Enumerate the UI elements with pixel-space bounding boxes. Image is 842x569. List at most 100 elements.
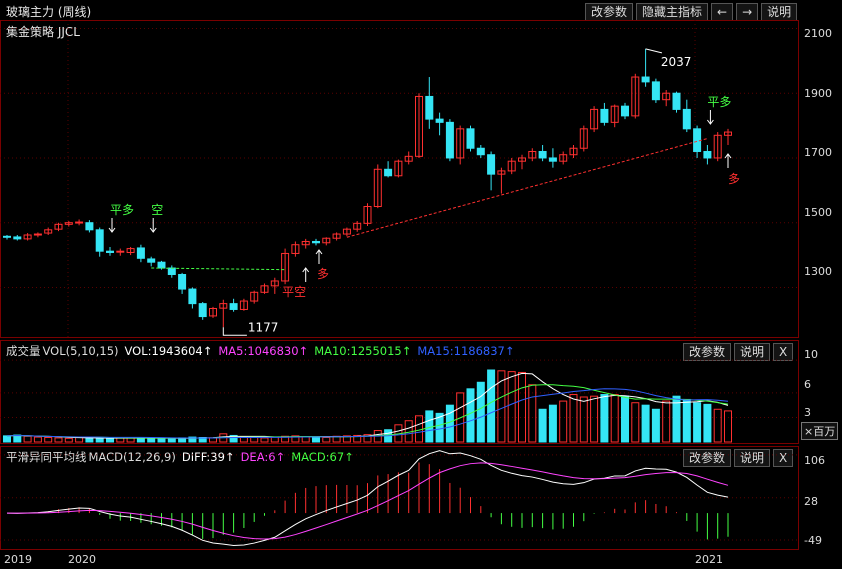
volume-bar [610, 394, 619, 443]
volume-bar [322, 437, 331, 443]
candle-body [106, 250, 114, 253]
signal-label: 平多 [707, 95, 731, 109]
macd-diff: DIFF:39↑ [181, 450, 235, 464]
main-toolbar: 改参数 隐藏主指标 ← → 说明 [585, 3, 798, 21]
macd-dea-line [6, 462, 729, 540]
macd-close-icon[interactable]: X [773, 449, 794, 467]
volume-bar [713, 408, 722, 443]
volume-bar [631, 402, 640, 443]
candle-body [136, 247, 145, 259]
candle-body [579, 128, 588, 149]
candle-body [75, 221, 84, 224]
volume-chart[interactable] [0, 340, 800, 444]
candle-body [54, 223, 63, 230]
candle-body [425, 95, 434, 120]
candle-body [239, 300, 248, 310]
volume-bar [188, 436, 197, 443]
volume-title: 成交量 [6, 344, 41, 358]
volume-bar [260, 437, 269, 443]
volume-bar [64, 437, 73, 443]
candle-body [33, 233, 42, 236]
candle-body [487, 154, 496, 175]
volume-bar [682, 398, 691, 443]
candle-body [466, 128, 475, 149]
volume-bar [548, 404, 557, 443]
volume-label: VOL(5,10,15) [42, 344, 119, 358]
price-tick: 1900 [804, 87, 832, 100]
candle-body [250, 291, 259, 302]
candle-body [126, 248, 135, 253]
volume-ma15: MA15:1186837↑ [417, 344, 515, 358]
candle-body [85, 222, 94, 231]
signal-arrow-head [707, 119, 714, 125]
candle-body [3, 235, 11, 238]
volume-bar [693, 402, 702, 443]
hide-main-indicator-button[interactable]: 隐藏主指标 [636, 3, 709, 21]
candle-body [44, 229, 53, 234]
signal-label: 多 [728, 172, 740, 186]
candle-body [713, 134, 722, 159]
candle-body [270, 280, 279, 287]
candle-body [322, 237, 331, 244]
volume-bar [147, 437, 156, 443]
candle-body [116, 250, 125, 253]
volume-bar [435, 412, 444, 443]
candle-body [538, 150, 547, 159]
candle-body [631, 76, 640, 117]
volume-bar [342, 435, 351, 443]
candle-body [621, 105, 629, 117]
candle-body [353, 222, 362, 230]
macd-diff-line [6, 450, 729, 546]
volume-toolbar: 改参数 说明 X [683, 343, 794, 361]
volume-bar [590, 395, 599, 443]
volume-value: VOL:1943604↑ [124, 344, 213, 358]
volume-bar [487, 369, 496, 443]
candle-body [404, 155, 413, 162]
volume-tick: 10 [804, 348, 818, 361]
volume-tick: 3 [804, 406, 811, 419]
candle-body [476, 147, 485, 156]
x-tick: 2021 [695, 553, 723, 566]
volume-bar [600, 394, 609, 443]
volume-bar [559, 400, 568, 443]
candle-body [157, 261, 166, 269]
volume-bar [507, 371, 516, 443]
candle-body [188, 288, 197, 305]
candle-body [209, 307, 217, 317]
candle-body [312, 240, 320, 244]
volume-bar [353, 434, 362, 443]
candle-body [301, 240, 310, 246]
macd-tick: 28 [804, 495, 818, 508]
volume-close-icon[interactable]: X [773, 343, 794, 361]
candle-body [456, 128, 465, 159]
macd-chart[interactable] [0, 446, 800, 550]
edit-params-button[interactable]: 改参数 [585, 3, 634, 21]
volume-bar [497, 370, 506, 443]
candle-body [610, 105, 619, 123]
candle-body [342, 228, 351, 235]
candle-body [384, 168, 393, 177]
macd-header: 平滑异同平均线 MACD(12,26,9) DIFF:39↑ DEA:6↑ MACD:6… [6, 449, 360, 465]
candle-body [291, 244, 300, 254]
candle-body [703, 150, 712, 159]
arrow-left-icon[interactable]: ← [711, 3, 734, 21]
volume-edit-params-button[interactable]: 改参数 [683, 343, 732, 361]
candle-body [600, 108, 609, 123]
signal-arrow-head [108, 227, 116, 233]
volume-bar [724, 410, 732, 443]
low-marker [222, 327, 247, 336]
macd-help-button[interactable]: 说明 [734, 449, 771, 467]
arrow-right-icon[interactable]: → [736, 3, 759, 21]
volume-bar [538, 408, 547, 443]
candle-body [724, 131, 732, 136]
candle-body [95, 229, 104, 252]
candle-body [23, 234, 32, 240]
candle-body [559, 154, 568, 162]
volume-ma-line [6, 388, 729, 439]
help-button[interactable]: 说明 [761, 3, 798, 21]
volume-ma10: MA10:1255015↑ [314, 344, 412, 358]
volume-bar [621, 395, 629, 443]
volume-help-button[interactable]: 说明 [734, 343, 771, 361]
signal-label: 多 [317, 267, 329, 281]
